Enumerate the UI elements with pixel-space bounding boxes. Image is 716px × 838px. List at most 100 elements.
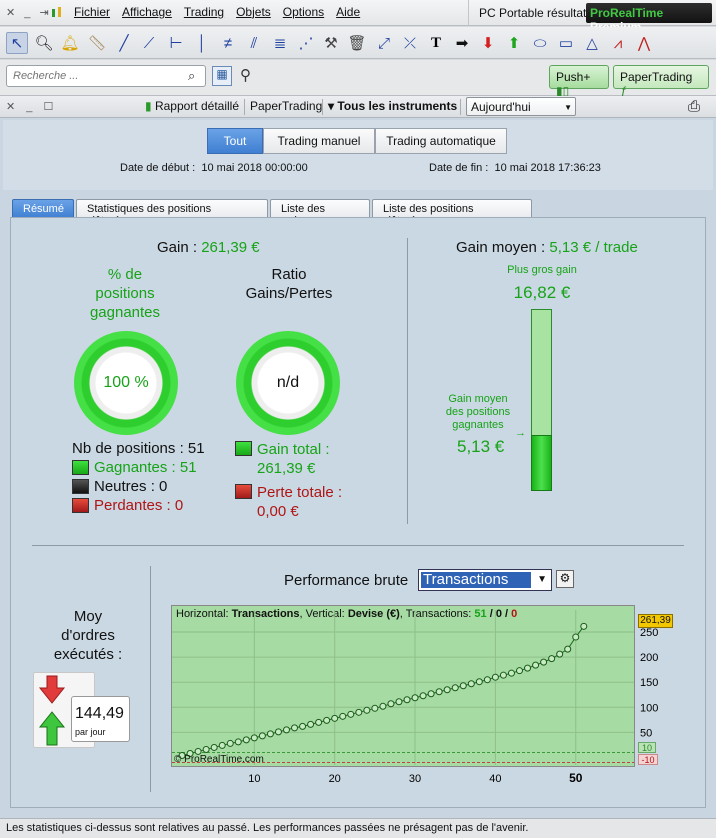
chart-point — [395, 698, 403, 706]
chart-point — [323, 716, 331, 724]
avg-gain-value: 5,13 € — [457, 437, 505, 456]
win-pct-gauge: 100 % — [74, 331, 178, 435]
window-controls[interactable]: ✕ _ ⇥ — [6, 7, 52, 19]
gain-total-label: Gain total : — [257, 441, 330, 458]
chart-info-h-label: Horizontal: — [176, 608, 229, 620]
pointer-icon[interactable]: ↖ — [6, 32, 28, 54]
gain-heading: Gain : 261,39 € — [157, 239, 260, 256]
papertrading-icon: ƒ — [620, 84, 627, 98]
report-item[interactable]: ▮ Rapport détaillé — [145, 99, 239, 113]
chart-point — [339, 712, 347, 720]
chart-point — [532, 661, 540, 669]
push-button[interactable]: Push+ ▮▯ — [549, 65, 609, 98]
chart-point — [363, 706, 371, 714]
menu-trading[interactable]: Trading — [183, 5, 225, 19]
chart-x-tick: 20 — [329, 773, 341, 785]
chart-point — [524, 664, 532, 672]
window-controls-2[interactable]: ✕ _ ☐ — [6, 101, 58, 113]
chart-lower-badge: -10 — [638, 754, 658, 765]
ratio-title: Ratio Gains/Pertes — [240, 265, 338, 303]
papertrading-button[interactable]: PaperTrading ƒ — [613, 65, 709, 98]
chart-point — [242, 736, 250, 744]
chart-y-tick: 100 — [640, 702, 658, 714]
winners-legend — [72, 460, 89, 475]
line-icon[interactable]: ⟋ — [143, 34, 155, 52]
chart-info-slash: / — [501, 608, 512, 620]
arrow-up-icon[interactable]: ⬆ — [507, 35, 521, 52]
win-pct-title-3: gagnantes — [89, 304, 161, 321]
chart-info-losses: 0 — [511, 608, 518, 620]
scanner-icon[interactable]: ⚲ — [240, 67, 251, 84]
brand-name: ProRealTime — [590, 6, 664, 20]
chart-point — [371, 704, 379, 712]
menu-options[interactable]: Options — [282, 5, 325, 19]
search-row: ⌕ ▦ ⚲ Push+ ▮▯ PaperTrading ƒ — [0, 60, 716, 98]
performance-select[interactable]: Transactions ▼ — [418, 569, 552, 591]
end-date-value: 10 mai 2018 17:36:23 — [494, 162, 601, 174]
arrow-down-icon[interactable]: ⬇ — [481, 35, 495, 52]
print-icon[interactable]: ⎙ — [688, 98, 701, 115]
parallel-icon[interactable]: ⤢ — [377, 34, 390, 52]
filter-manual[interactable]: Trading manuel — [263, 128, 375, 154]
filter-automatic[interactable]: Trading automatique — [375, 128, 507, 154]
menu-fichier[interactable]: Fichier — [74, 5, 111, 19]
arrow-right-icon[interactable]: ➡ — [455, 35, 469, 52]
channel-icon[interactable]: ≠ — [223, 34, 233, 52]
chart-info-v-label: , Vertical: — [299, 608, 345, 620]
window-bar: ✕ _ ☐ ▮ Rapport détaillé PaperTrading ▾ … — [0, 96, 716, 118]
chart-point — [274, 728, 282, 736]
loss-total-legend — [235, 484, 252, 499]
search-icon[interactable]: ⌕ — [188, 68, 196, 83]
chart-point — [307, 720, 315, 728]
chart-point — [548, 655, 556, 663]
neutral-count: Neutres : 0 — [94, 478, 168, 495]
cross-lines-icon[interactable]: ⤫ — [403, 34, 416, 52]
loss-total: Perte totale : 0,00 € — [257, 483, 342, 521]
search-input[interactable] — [6, 65, 206, 87]
instruments-selector[interactable]: ▾ Tous les instruments — [328, 99, 457, 113]
chart-point — [427, 690, 435, 698]
menu-aide[interactable]: Aide — [336, 5, 361, 19]
ruler-icon[interactable]: 📏︎ — [87, 35, 107, 52]
trash-icon[interactable]: 🗑︎ — [347, 35, 367, 52]
start-date-value: 10 mai 2018 00:00:00 — [201, 162, 308, 174]
fibonacci-icon[interactable]: ≣ — [273, 35, 287, 52]
fan-icon[interactable]: ⫽ — [250, 34, 258, 52]
account-selector[interactable]: PaperTrading — [250, 99, 323, 113]
avg-gain-caption-2: des positions — [445, 406, 511, 418]
screener-icon[interactable]: ▦ — [212, 66, 232, 86]
winners-count: Gagnantes : 51 — [94, 459, 197, 476]
account-label[interactable]: PC Portable résultat — [468, 0, 596, 26]
zigzag-icon[interactable]: ⋀ — [637, 35, 651, 52]
losers-legend — [72, 498, 89, 513]
win-pct-title: % de positions gagnantes — [76, 265, 174, 322]
ellipse-icon[interactable]: ⬭ — [533, 34, 547, 52]
andrews-icon[interactable]: ⋰ — [298, 35, 314, 52]
vertical-line-icon[interactable]: │ — [197, 34, 207, 52]
win-pct-value: 100 % — [103, 374, 149, 391]
menu-affichage[interactable]: Affichage — [122, 5, 172, 19]
chart-point — [467, 680, 475, 688]
alert-bell-icon[interactable]: 🔔︎ — [60, 35, 80, 52]
rectangle-icon[interactable]: ▭ — [558, 35, 574, 52]
chart-point — [379, 702, 387, 710]
text-tool-icon[interactable]: T — [430, 34, 441, 51]
horizontal-line-icon[interactable]: ⊢ — [169, 35, 183, 52]
performance-title: Performance brute — [284, 572, 409, 589]
menu-objets[interactable]: Objets — [236, 5, 271, 19]
zigzag-red-icon[interactable]: ⩘ — [613, 34, 623, 52]
chart-point — [556, 650, 564, 658]
filter-all[interactable]: Tout — [207, 128, 263, 154]
period-select[interactable]: Aujourd'hui ▼ — [466, 97, 576, 116]
tools-icon[interactable]: ⚒ — [324, 35, 338, 52]
ratio-title-2: Gains/Pertes — [245, 285, 333, 302]
chart-point — [202, 745, 210, 753]
zoom-icon[interactable]: 🔍︎ — [34, 35, 54, 52]
triangle-icon[interactable]: △ — [586, 35, 598, 52]
segment-icon[interactable]: ╱ — [119, 35, 129, 52]
wrench-icon[interactable]: ⚙ — [556, 570, 574, 588]
chart-point — [483, 676, 491, 684]
tab-summary[interactable]: Résumé — [12, 199, 74, 218]
chart-y-tick: 50 — [640, 727, 652, 739]
